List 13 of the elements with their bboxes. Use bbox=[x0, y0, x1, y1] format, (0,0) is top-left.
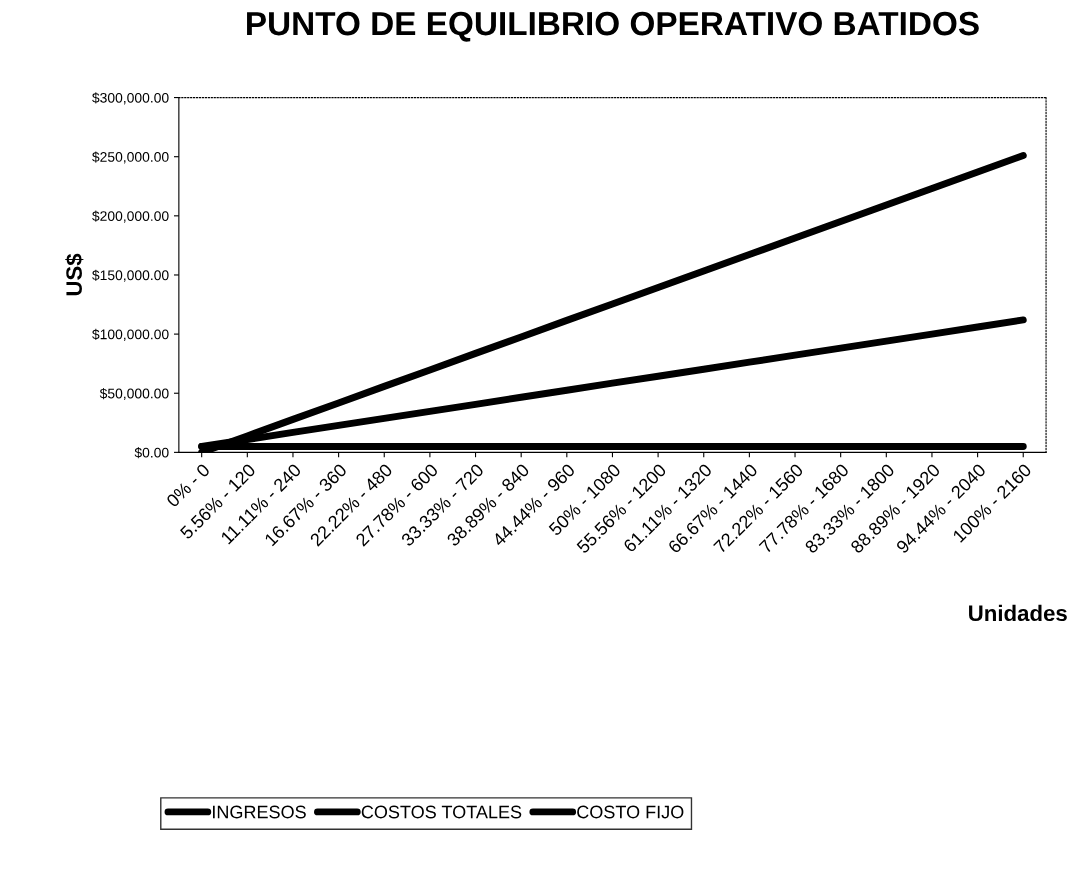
y-tick-label: $50,000.00 bbox=[99, 387, 169, 401]
y-axis-title: US$ bbox=[65, 253, 84, 296]
y-tick-label: $100,000.00 bbox=[92, 328, 169, 341]
y-tick-label: $0.00 bbox=[134, 447, 169, 459]
y-tick-label: $300,000.00 bbox=[92, 92, 169, 105]
y-tick-label: $200,000.00 bbox=[92, 210, 169, 223]
legend-label: INGRESOS bbox=[213, 805, 306, 819]
y-tick-label: $250,000.00 bbox=[92, 151, 169, 164]
chart-title: PUNTO DE EQUILIBRIO OPERATIVO BATIDOS bbox=[247, 11, 979, 42]
x-axis-title: Unidades bbox=[969, 604, 1067, 622]
legend-label: COSTO FIJO bbox=[577, 805, 684, 819]
y-tick-label: $150,000.00 bbox=[92, 269, 169, 282]
legend-label: COSTOS TOTALES bbox=[361, 805, 522, 819]
